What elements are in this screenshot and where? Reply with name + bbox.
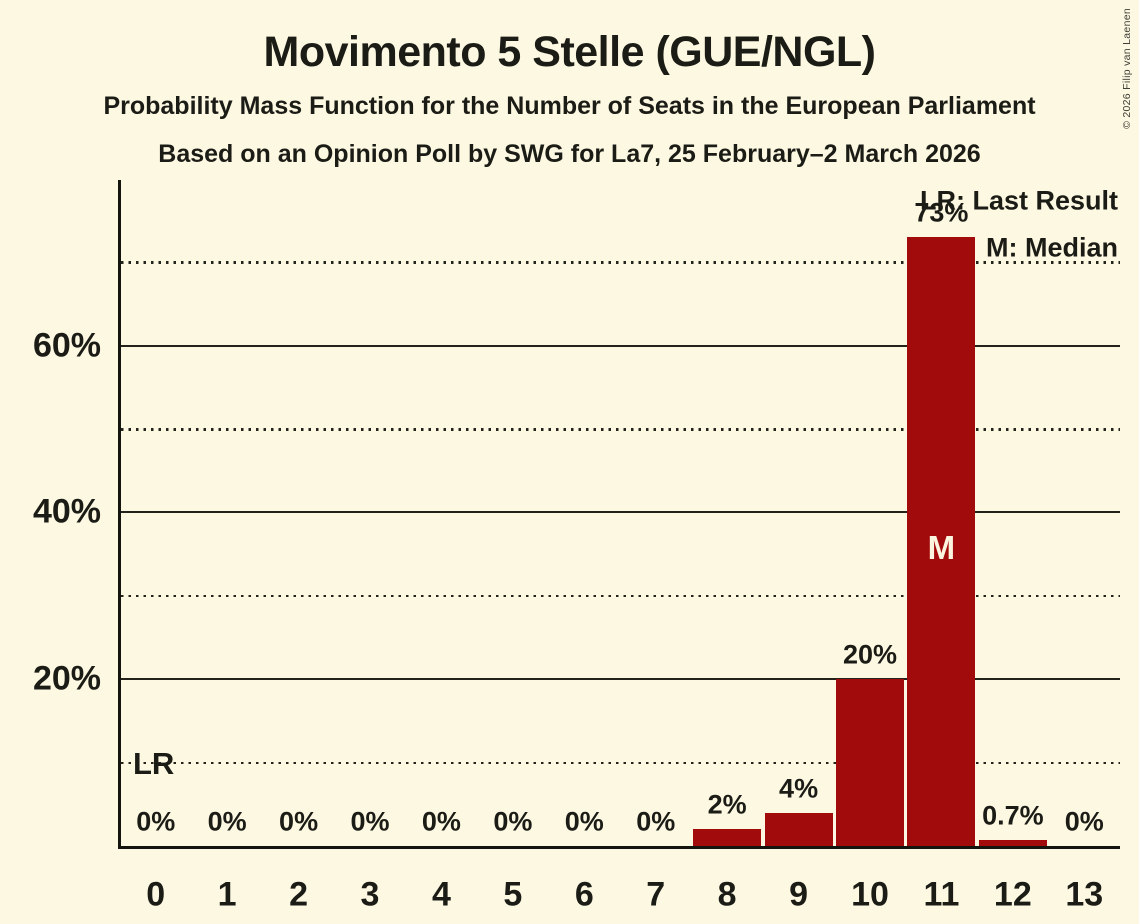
copyright-notice: © 2026 Filip van Laenen [1121,8,1133,129]
x-axis-label-5: 5 [503,875,523,914]
bar-value-label-12: 0.7% [982,800,1044,831]
x-axis-label-7: 7 [646,875,666,914]
bar-value-label-8: 2% [707,789,747,820]
chart-poll-source: Based on an Opinion Poll by SWG for La7,… [158,140,981,168]
gridline-40pct [121,511,1120,514]
bar-value-label-13: 0% [1064,806,1104,837]
x-axis-label-6: 6 [574,875,594,914]
x-axis-label-12: 12 [993,875,1032,914]
bar-value-label-11: 73% [914,197,969,228]
x-axis-label-11: 11 [923,875,960,914]
x-axis-line [118,846,1120,849]
chart-subtitle: Probability Mass Function for the Number… [103,92,1036,120]
y-axis-label: 60% [32,326,101,365]
bar-value-label-6: 0% [564,806,604,837]
chart-title: Movimento 5 Stelle (GUE/NGL) [263,28,876,76]
bar-value-label-1: 0% [207,806,247,837]
x-axis-label-4: 4 [431,875,451,914]
bar-seats-8 [693,829,762,846]
bar-value-label-0: 0% [136,806,176,837]
median-marker-label: M [927,529,956,566]
gridline-20pct [121,678,1120,681]
x-axis-label-10: 10 [851,875,889,914]
bar-value-label-4: 0% [421,806,461,837]
gridline-dotted-70pct [121,261,1120,264]
bar-value-label-3: 0% [350,806,390,837]
bar-seats-9 [764,813,833,846]
bar-value-label-7: 0% [636,806,676,837]
bar-seats-10 [836,679,904,846]
gridline-dotted-30pct [121,594,1120,598]
bar-seats-12 [978,840,1047,846]
legend-median: M: Median [986,232,1118,263]
y-axis-label: 40% [32,492,101,531]
gridline-dotted-10pct [121,761,1120,765]
x-axis-label-8: 8 [717,875,737,914]
bar-value-label-9: 4% [779,773,819,804]
gridline-60pct [121,344,1120,347]
last-result-marker-label: LR [133,746,175,781]
y-axis-line [118,180,121,849]
x-axis-label-0: 0 [146,875,166,914]
bar-value-label-2: 0% [279,806,319,837]
gridline-dotted-50pct [121,428,1120,431]
bar-value-label-10: 20% [842,639,898,670]
x-axis-label-2: 2 [289,875,309,914]
bar-seats-11 [907,237,976,846]
bar-value-label-5: 0% [493,806,533,837]
x-axis-label-13: 13 [1065,875,1104,914]
legend-last-result: LR: Last Result [919,185,1118,216]
x-axis-label-9: 9 [789,875,809,914]
x-axis-label-3: 3 [360,875,380,914]
y-axis-label: 20% [32,659,101,698]
x-axis-label-1: 1 [217,875,237,914]
